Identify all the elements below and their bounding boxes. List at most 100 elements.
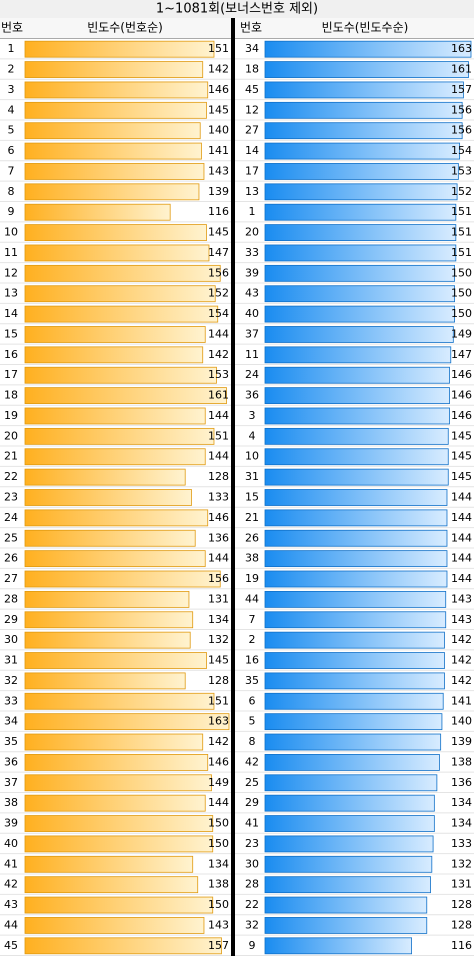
- number: 38: [245, 552, 259, 565]
- number: 22: [4, 470, 18, 483]
- bar: [24, 754, 209, 771]
- number: 17: [245, 164, 259, 177]
- number: 8: [8, 185, 15, 198]
- count: 139: [208, 185, 229, 198]
- bar: [264, 855, 433, 873]
- bar: [24, 81, 209, 99]
- header-number: 번호: [240, 21, 262, 35]
- count: 116: [208, 205, 229, 218]
- count: 149: [208, 776, 229, 789]
- number: 14: [245, 144, 259, 157]
- header-frequency: 빈도수(빈도수순): [322, 21, 409, 35]
- bar: [24, 101, 207, 119]
- count: 156: [208, 572, 229, 585]
- bar: [264, 122, 463, 140]
- count: 138: [208, 878, 229, 891]
- bar: [264, 346, 452, 364]
- number: 40: [245, 307, 259, 320]
- count: 132: [208, 633, 229, 646]
- count: 156: [451, 103, 472, 116]
- bar: [264, 876, 431, 894]
- count: 153: [451, 164, 472, 177]
- number: 45: [245, 83, 259, 96]
- number: 10: [4, 226, 18, 239]
- number: 3: [249, 409, 256, 422]
- bar: [24, 285, 216, 303]
- bar: [264, 529, 448, 547]
- header-frequency: 빈도수(번호순): [87, 21, 163, 35]
- number: 11: [245, 348, 259, 361]
- count: 161: [208, 389, 229, 402]
- number: 8: [249, 735, 256, 748]
- bar: [264, 652, 445, 669]
- count: 146: [451, 389, 472, 402]
- bar: [24, 305, 219, 323]
- number: 6: [8, 144, 15, 157]
- number: 28: [245, 878, 259, 891]
- bar: [24, 733, 204, 751]
- count: 151: [451, 246, 472, 259]
- count: 132: [451, 857, 472, 870]
- number: 44: [4, 918, 18, 931]
- number: 30: [4, 633, 18, 646]
- count: 145: [208, 226, 229, 239]
- count: 128: [451, 898, 472, 911]
- count: 134: [451, 796, 472, 809]
- bar: [264, 427, 449, 445]
- bar: [24, 448, 206, 466]
- number: 7: [8, 164, 15, 177]
- count: 144: [208, 409, 229, 422]
- number: 31: [4, 654, 18, 667]
- number: 34: [245, 42, 259, 55]
- number: 43: [4, 898, 18, 911]
- count: 144: [208, 796, 229, 809]
- count: 144: [451, 531, 472, 544]
- count: 157: [208, 939, 229, 952]
- count: 151: [208, 42, 229, 55]
- count: 142: [451, 633, 472, 646]
- count: 128: [208, 674, 229, 687]
- bar: [264, 815, 435, 832]
- count: 140: [451, 715, 472, 728]
- count: 142: [208, 348, 229, 361]
- count: 145: [208, 103, 229, 116]
- bar: [264, 917, 428, 934]
- count: 144: [208, 552, 229, 565]
- bar: [24, 713, 230, 731]
- header-row: [0, 18, 474, 39]
- number: 37: [4, 776, 18, 789]
- number: 2: [8, 63, 15, 76]
- bar: [24, 427, 215, 445]
- bar: [24, 876, 199, 894]
- bar: [24, 529, 196, 547]
- number: 14: [4, 307, 18, 320]
- bar: [264, 183, 458, 201]
- number: 45: [4, 939, 18, 952]
- count: 163: [208, 715, 229, 728]
- count: 133: [451, 837, 472, 850]
- count: 157: [451, 83, 472, 96]
- count: 154: [208, 307, 229, 320]
- bar: [24, 387, 227, 405]
- count: 154: [451, 144, 472, 157]
- count: 143: [208, 918, 229, 931]
- bar: [264, 142, 461, 160]
- number: 36: [4, 755, 18, 768]
- count: 133: [208, 491, 229, 504]
- count: 131: [208, 592, 229, 605]
- bar: [24, 163, 205, 180]
- count: 144: [451, 572, 472, 585]
- bar: [264, 366, 450, 384]
- bar: [24, 203, 171, 221]
- bar: [24, 183, 200, 201]
- count: 145: [451, 470, 472, 483]
- number: 19: [4, 409, 18, 422]
- number: 42: [245, 755, 259, 768]
- count: 138: [451, 755, 472, 768]
- count: 142: [208, 63, 229, 76]
- bar: [24, 937, 222, 955]
- bar: [264, 305, 455, 323]
- bar: [24, 896, 214, 914]
- bar: [264, 387, 450, 405]
